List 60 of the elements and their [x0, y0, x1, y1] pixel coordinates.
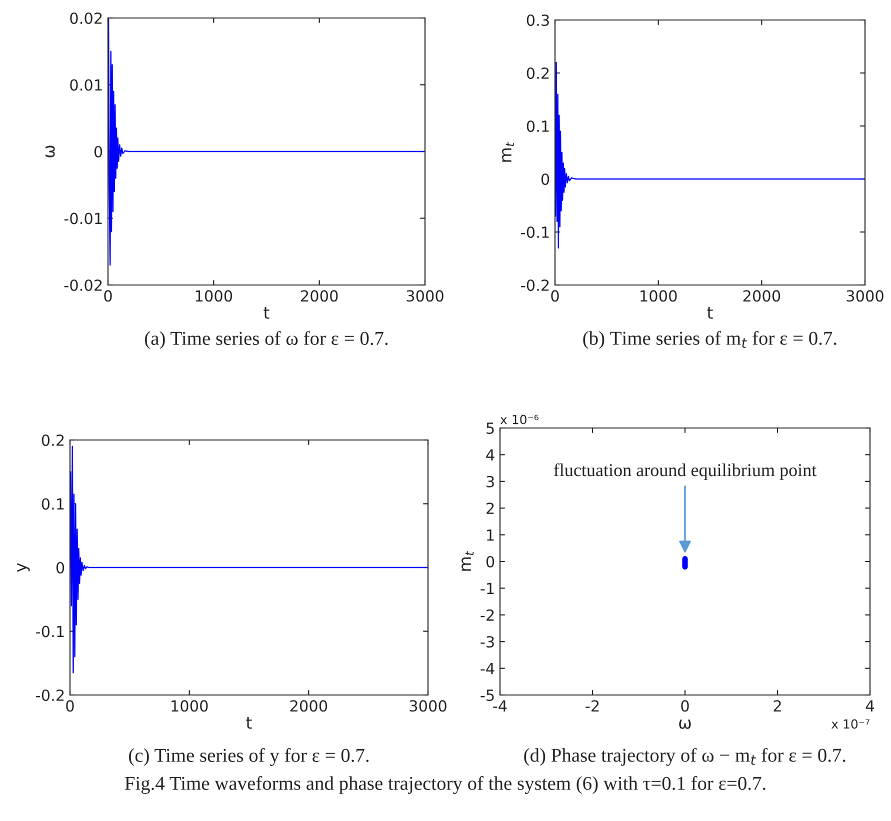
y-tick-label: -1 [480, 582, 494, 594]
text: x 10⁻⁶ [500, 414, 538, 424]
y-tick-label: -0.1 [521, 226, 549, 238]
x-tick-label: 1000 [172, 700, 208, 712]
x-tick-label: -2 [586, 700, 599, 712]
y-tick-label: 0 [94, 146, 102, 158]
x-tick-label: 1000 [640, 290, 677, 302]
x-tick-label: 0 [104, 290, 112, 302]
y-tick-label: -0.1 [36, 626, 64, 638]
annotation: fluctuation around equilibrium point [554, 463, 817, 480]
y-tick-label: -3 [480, 636, 494, 648]
y-tick-label: 2 [486, 502, 494, 514]
y-tick-label: 0.02 [70, 12, 102, 24]
x-tick-label: 2 [774, 700, 781, 712]
y-tick-label: 0 [541, 173, 550, 186]
x-tick-label: 0 [551, 290, 559, 302]
y-tick-label: 0.1 [526, 120, 549, 132]
y-tick-label: -2 [480, 609, 494, 621]
y-tick-label: 4 [486, 449, 494, 461]
y-tick-label: 0.1 [42, 498, 64, 510]
x-tick-label: 2000 [743, 290, 780, 302]
x-tick-label: 2000 [301, 290, 338, 302]
x-axis-title: ω [679, 720, 691, 729]
y-tick-label: 0.01 [70, 79, 102, 91]
x-tick-label: 3000 [410, 700, 446, 712]
y-tick-label: 0.2 [42, 434, 64, 446]
text: x 10⁻⁷ [831, 719, 870, 729]
x-tick-label: 4 [866, 700, 874, 712]
y-tick-label: -0.01 [64, 212, 102, 224]
x-tick-label: 3000 [846, 290, 884, 302]
x-tick-label: 3000 [406, 290, 444, 302]
y-tick-label: 0 [56, 562, 64, 574]
x-axis-title: t [246, 716, 252, 729]
y-tick-label: 0.2 [526, 67, 549, 80]
x-tick-label: 0 [681, 700, 689, 712]
y-tick-label: 1 [487, 529, 494, 541]
text: (d) Phase trajectory of ω − m$_{t}$ for ε = 0.7. [524, 748, 846, 766]
line-series [555, 62, 865, 249]
text: (c) Time series of y for ε = 0.7. [129, 748, 369, 766]
line-series [70, 446, 428, 674]
y-axis-title: ω [45, 146, 55, 158]
y-axis-title: y [17, 563, 30, 572]
y-tick-label: 3 [486, 476, 494, 488]
y-tick-label: 0.3 [526, 14, 549, 26]
y-tick-label: -0.2 [36, 689, 64, 702]
caption: Fig.4 Time waveforms and phase trajectory of the system (6) with τ=0.1 for ε=0.7. [124, 776, 766, 794]
x-axis-title: t [707, 306, 713, 319]
x-tick-label: 2000 [290, 700, 328, 712]
text: (b) Time series of m$_{t}$ for ε = 0.7. [583, 330, 836, 349]
y-tick-label: 5 [486, 422, 494, 434]
x-axis-title: t [264, 306, 270, 319]
y-axis-title: m$_{t}$ [502, 142, 514, 162]
y-tick-label: -4 [480, 662, 494, 674]
y-axis-title: m$_{t}$ [462, 550, 474, 571]
text: (a) Time series of ω for ε = 0.7. [144, 331, 388, 349]
y-tick-label: -0.2 [521, 279, 549, 292]
y-tick-label: -0.02 [64, 279, 102, 292]
y-tick-label: 0 [486, 556, 494, 568]
y-tick-label: -5 [480, 690, 494, 702]
x-tick-label: 1000 [196, 290, 232, 302]
